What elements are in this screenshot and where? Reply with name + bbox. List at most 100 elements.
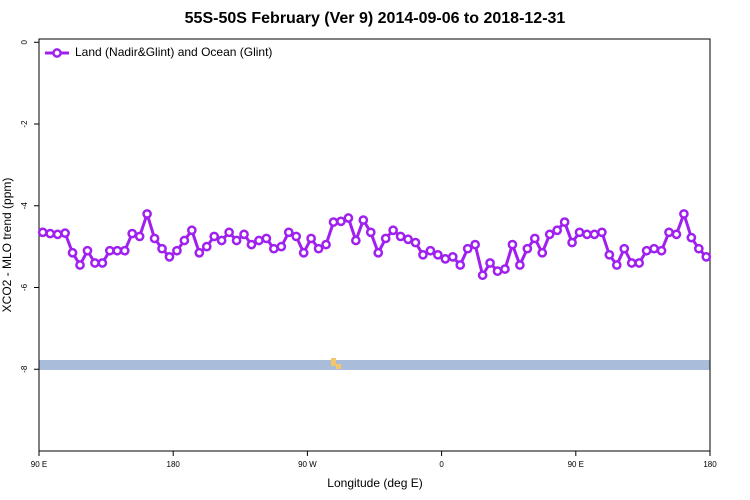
y-tick-label: -6	[20, 283, 29, 291]
x-tick-label: 180	[703, 460, 717, 469]
series-point	[552, 225, 563, 236]
series-line	[42, 208, 708, 280]
series-point	[701, 252, 712, 262]
series-point	[336, 216, 346, 227]
series-point	[276, 241, 287, 252]
series-point	[52, 229, 63, 240]
series-point	[246, 239, 257, 250]
series-point	[239, 229, 249, 240]
series-point	[544, 229, 555, 240]
series-point	[90, 258, 100, 268]
legend-point	[52, 48, 62, 58]
series-point	[462, 243, 473, 254]
series-point	[567, 237, 577, 248]
series-point	[425, 245, 436, 256]
series-point	[149, 233, 160, 244]
series-point	[179, 235, 190, 246]
series-point	[254, 235, 264, 246]
series-point	[582, 229, 592, 240]
land-speck	[336, 364, 341, 369]
series-point	[686, 232, 697, 243]
series-point	[224, 227, 234, 238]
series-point	[395, 231, 406, 242]
plot-frame	[38, 38, 711, 452]
series-point	[537, 247, 548, 258]
series-point	[119, 245, 130, 256]
series-point	[410, 237, 421, 248]
series-point	[351, 235, 361, 246]
legend-label: Land (Nadir&Glint) and Ocean (Glint)	[75, 45, 272, 59]
series-point	[433, 249, 443, 260]
series-point	[127, 228, 138, 239]
series-point	[231, 235, 242, 246]
series-point	[619, 243, 630, 254]
series-point	[611, 260, 622, 270]
series-point	[500, 264, 510, 274]
x-tick-label: 90 E	[31, 460, 47, 469]
y-tick-label: -2	[20, 120, 29, 128]
x-axis-label: Longitude (deg E)	[327, 476, 422, 490]
series-point	[37, 227, 48, 238]
series-point	[515, 260, 525, 270]
series-point	[649, 243, 659, 254]
series-point	[380, 233, 391, 244]
series-point	[559, 217, 570, 227]
series-point	[574, 227, 585, 238]
series-point	[455, 260, 466, 270]
land-speck	[331, 358, 336, 366]
series-point	[664, 227, 674, 238]
series-point	[194, 247, 205, 258]
series-point	[485, 258, 495, 268]
series-point	[261, 233, 272, 244]
x-tick-label: 90 W	[298, 460, 317, 469]
series-point	[172, 245, 182, 256]
series-point	[157, 243, 167, 254]
series-point	[447, 252, 458, 262]
series-point	[656, 245, 667, 256]
series-point	[97, 258, 108, 268]
series-point	[164, 252, 175, 262]
series-point	[75, 260, 85, 270]
series-point	[343, 213, 354, 223]
chart-title: 55S-50S February (Ver 9) 2014-09-06 to 2…	[185, 10, 566, 27]
y-tick-label: -8	[20, 365, 29, 373]
x-tick-label: 180	[167, 460, 181, 469]
series-point	[641, 245, 652, 256]
series-point	[209, 231, 220, 242]
series-point	[604, 249, 615, 260]
series-point	[112, 245, 123, 256]
series-point	[306, 233, 316, 244]
series-point	[522, 243, 533, 254]
series-point	[671, 229, 682, 240]
series-point	[597, 227, 607, 238]
series-point	[358, 215, 369, 225]
series-point	[321, 239, 331, 250]
series-point	[201, 241, 212, 252]
series-point	[418, 249, 428, 260]
series-point	[291, 231, 302, 242]
series-point	[328, 217, 339, 227]
series-point	[313, 243, 324, 254]
series-point	[134, 231, 145, 242]
series-point	[283, 227, 294, 238]
series-point	[82, 245, 93, 256]
y-tick-label: 0	[20, 39, 29, 44]
series-point	[626, 258, 637, 268]
series-point	[45, 228, 56, 239]
series-point	[440, 254, 451, 264]
series-point	[365, 227, 376, 238]
series-point	[67, 247, 78, 258]
y-axis-label: XCO2 - MLO trend (ppm)	[0, 178, 14, 313]
series-point	[403, 234, 413, 245]
series-point	[298, 247, 309, 258]
series-point	[269, 243, 279, 254]
series-point	[470, 239, 480, 250]
series-point	[679, 209, 689, 219]
series-point	[104, 245, 115, 256]
series-point	[186, 225, 197, 236]
series-point	[216, 235, 227, 246]
series-point	[589, 229, 600, 240]
land-band	[39, 360, 710, 370]
x-tick-label: 0	[439, 460, 444, 469]
